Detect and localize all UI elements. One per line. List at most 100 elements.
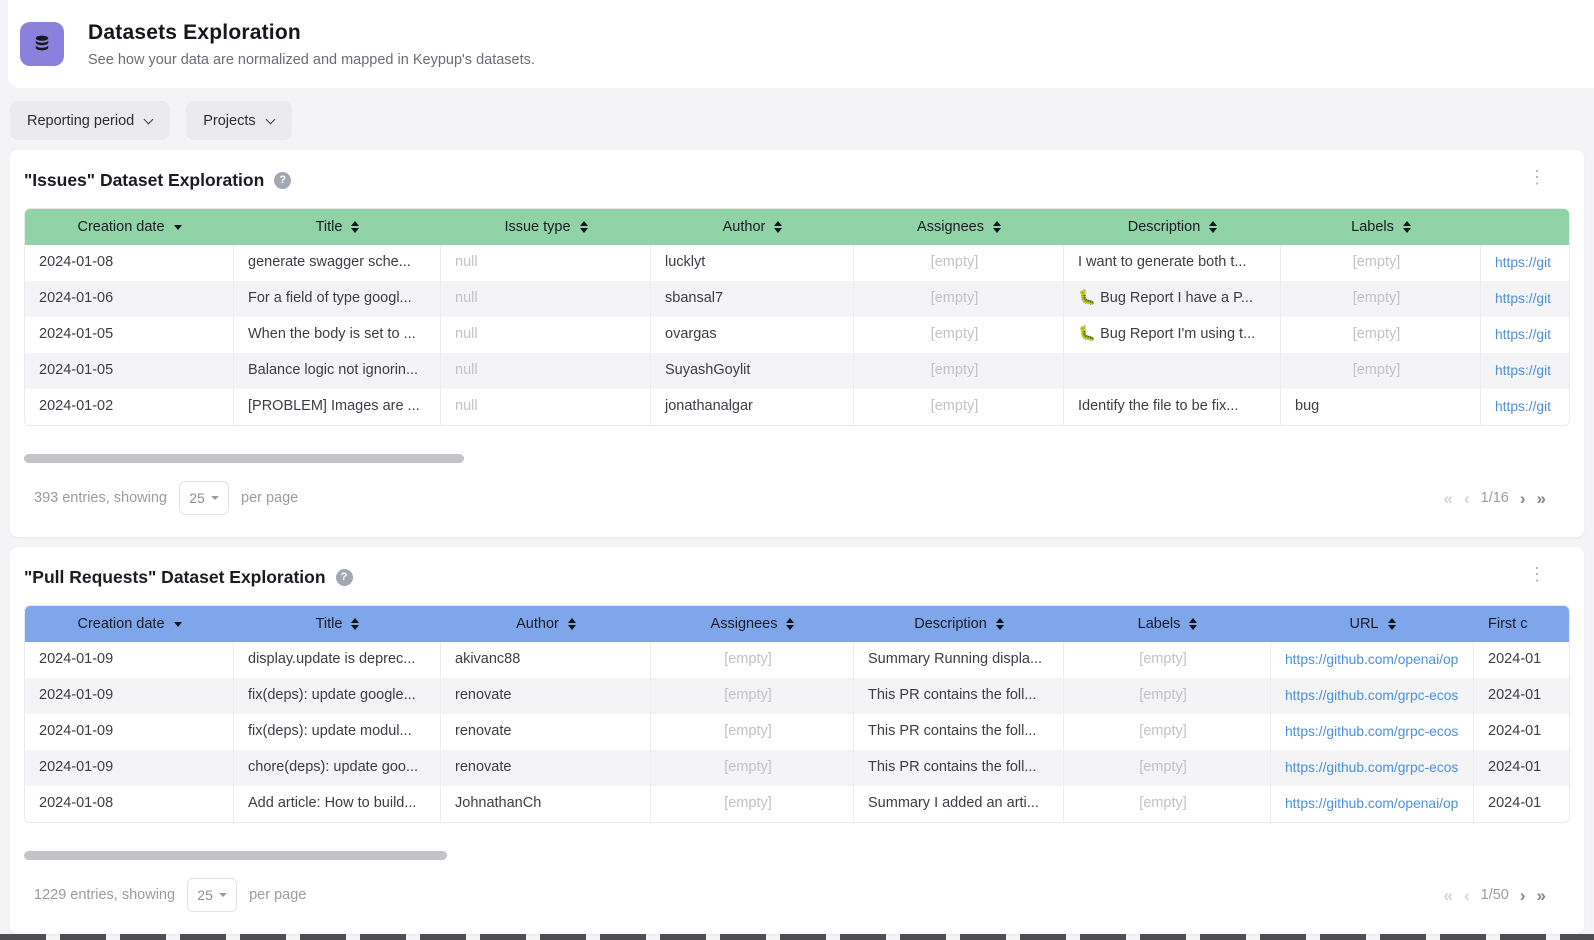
url-link[interactable]: https://git: [1495, 399, 1551, 414]
cell-labels: [empty]: [1064, 750, 1271, 786]
cell-description: Identify the file to be fix...: [1064, 389, 1281, 425]
column-header-description[interactable]: Description: [854, 606, 1064, 642]
url-link[interactable]: https://github.com/openai/op: [1285, 796, 1459, 811]
cell-description: This PR contains the foll...: [854, 714, 1064, 750]
url-link[interactable]: https://git: [1495, 291, 1551, 306]
help-icon[interactable]: ?: [335, 568, 353, 586]
cell-labels: [empty]: [1064, 786, 1271, 822]
cell-creation-date: 2024-01-08: [25, 245, 234, 281]
pagination-next-button[interactable]: ›: [1519, 488, 1526, 508]
cell-description: This PR contains the foll...: [854, 750, 1064, 786]
entries-count: 393 entries, showing: [34, 490, 167, 506]
sort-icon: [1387, 617, 1396, 631]
projects-filter[interactable]: Projects: [186, 101, 292, 140]
cell-author: renovate: [441, 678, 651, 714]
page-indicator: 1/16: [1480, 490, 1509, 506]
column-label: URL: [1349, 616, 1379, 632]
table-row[interactable]: 2024-01-05 When the body is set to ... nul…: [25, 317, 1569, 353]
column-header-url[interactable]: URL: [1271, 606, 1474, 642]
column-header-issue-type[interactable]: Issue type: [441, 209, 651, 245]
column-header-creation-date[interactable]: Creation date: [25, 606, 234, 642]
column-header-title[interactable]: Title: [234, 606, 441, 642]
cell-author: jonathanalgar: [651, 389, 854, 425]
column-label: Issue type: [504, 219, 571, 235]
page-size-select[interactable]: 25: [179, 481, 229, 515]
column-header-author[interactable]: Author: [651, 209, 854, 245]
pagination-first-button[interactable]: «: [1443, 885, 1453, 905]
cell-creation-date: 2024-01-06: [25, 281, 234, 317]
cell-issue-type: null: [441, 281, 651, 317]
column-header-title[interactable]: Title: [234, 209, 441, 245]
column-header-author[interactable]: Author: [441, 606, 651, 642]
cell-description: I want to generate both t...: [1064, 245, 1281, 281]
pagination-first-button[interactable]: «: [1443, 488, 1453, 508]
sort-icon: [992, 220, 1001, 234]
sort-icon: [1189, 617, 1198, 631]
table-row[interactable]: 2024-01-08 Add article: How to build... Jo…: [25, 786, 1569, 822]
page-size-select[interactable]: 25: [187, 878, 238, 912]
url-link[interactable]: https://git: [1495, 327, 1551, 342]
help-icon[interactable]: ?: [274, 171, 292, 189]
column-label: Labels: [1351, 219, 1394, 235]
url-link[interactable]: https://github.com/grpc-ecos: [1285, 724, 1459, 739]
table-row[interactable]: 2024-01-02 [PROBLEM] Images are ... null jo…: [25, 389, 1569, 425]
column-header-description[interactable]: Description: [1064, 209, 1281, 245]
table-row[interactable]: 2024-01-09 fix(deps): update modul... reno…: [25, 714, 1569, 750]
cell-first-c: 2024-01: [1488, 795, 1542, 811]
reporting-period-label: Reporting period: [27, 112, 135, 129]
cell-issue-type: null: [441, 389, 651, 425]
table-row[interactable]: 2024-01-06 For a field of type googl... nu…: [25, 281, 1569, 317]
column-header-labels[interactable]: Labels: [1281, 209, 1481, 245]
cell-labels: [empty]: [1281, 245, 1481, 281]
sort-desc-icon: [173, 224, 182, 230]
cell-col-7: https://git: [1481, 317, 1569, 353]
table-row[interactable]: 2024-01-09 display.update is deprec... aki…: [25, 642, 1569, 678]
url-link[interactable]: https://github.com/grpc-ecos: [1285, 760, 1459, 775]
pagination-prev-button[interactable]: ‹: [1463, 885, 1470, 905]
table-row[interactable]: 2024-01-08 generate swagger sche... null lu…: [25, 245, 1569, 281]
cell-col-7: https://git: [1481, 281, 1569, 317]
cell-description: 🐛 Bug Report I have a P...: [1064, 281, 1281, 317]
cell-creation-date: 2024-01-09: [25, 642, 234, 678]
cell-first-c: 2024-01: [1488, 723, 1542, 739]
kebab-menu-icon[interactable]: ⋮: [1528, 564, 1546, 584]
pagination-next-button[interactable]: ›: [1519, 885, 1526, 905]
url-link[interactable]: https://git: [1495, 255, 1551, 270]
pagination-prev-button[interactable]: ‹: [1463, 488, 1470, 508]
cell-first-c: 2024-01: [1488, 651, 1542, 667]
pagination: « ‹ 1/50 › »: [1443, 887, 1546, 904]
url-link[interactable]: https://github.com/grpc-ecos: [1285, 688, 1459, 703]
cell-title: For a field of type googl...: [234, 281, 441, 317]
kebab-menu-icon[interactable]: ⋮: [1528, 167, 1546, 187]
cell-author: akivanc88: [441, 642, 651, 678]
pagination: « ‹ 1/16 › »: [1443, 490, 1546, 507]
column-header-assignees[interactable]: Assignees: [651, 606, 854, 642]
cell-title: chore(deps): update goo...: [234, 750, 441, 786]
url-link[interactable]: https://git: [1495, 363, 1551, 378]
column-header-labels[interactable]: Labels: [1064, 606, 1271, 642]
cell-description: Summary I added an arti...: [854, 786, 1064, 822]
cell-assignees: [empty]: [651, 750, 854, 786]
table-row[interactable]: 2024-01-09 fix(deps): update google... ren…: [25, 678, 1569, 714]
cell-col-7: https://git: [1481, 245, 1569, 281]
table-row[interactable]: 2024-01-09 chore(deps): update goo... reno…: [25, 750, 1569, 786]
url-link[interactable]: https://github.com/openai/op: [1285, 652, 1459, 667]
cell-first-c: 2024-01: [1488, 687, 1542, 703]
pagination-last-button[interactable]: »: [1536, 885, 1546, 905]
horizontal-scrollbar[interactable]: [24, 454, 464, 463]
pagination-last-button[interactable]: »: [1536, 488, 1546, 508]
column-label: Author: [722, 219, 766, 235]
horizontal-scrollbar[interactable]: [24, 851, 447, 860]
page-indicator: 1/50: [1480, 887, 1509, 903]
column-label: Title: [315, 219, 343, 235]
issues-card-title: "Issues" Dataset Exploration: [24, 169, 265, 190]
column-header-creation-date[interactable]: Creation date: [25, 209, 234, 245]
reporting-period-filter[interactable]: Reporting period: [10, 101, 171, 140]
chevron-down-icon: [144, 114, 153, 123]
cell-url: https://github.com/openai/op: [1271, 786, 1474, 822]
table-row[interactable]: 2024-01-05 Balance logic not ignorin... nu…: [25, 353, 1569, 389]
cell-labels: [empty]: [1064, 678, 1271, 714]
cell-title: fix(deps): update google...: [234, 678, 441, 714]
column-header-assignees[interactable]: Assignees: [854, 209, 1064, 245]
cell-title: generate swagger sche...: [234, 245, 441, 281]
